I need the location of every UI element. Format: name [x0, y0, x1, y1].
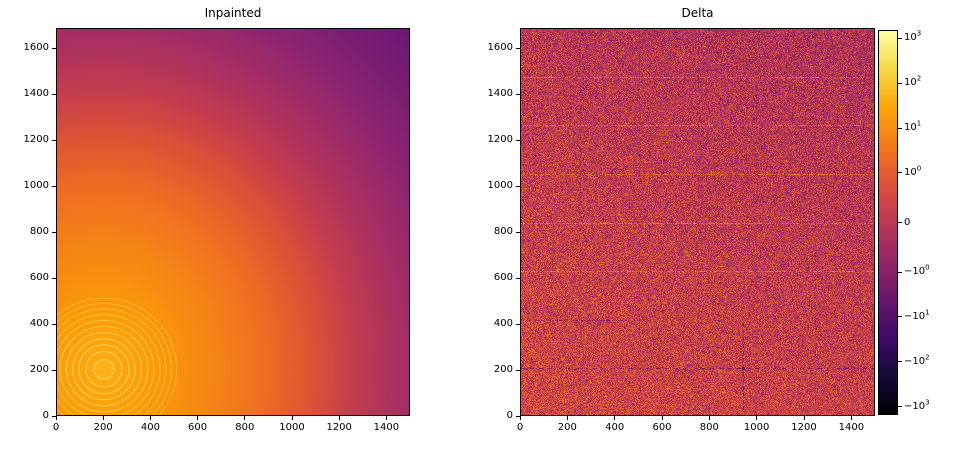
y-tick-label: 400	[493, 318, 513, 329]
colorbar-tick-mark	[898, 361, 902, 363]
y-tick-mark	[516, 277, 520, 279]
y-tick-label: 600	[29, 272, 49, 283]
x-tick-mark	[803, 416, 805, 420]
colorbar-tick-label: 100	[904, 164, 922, 178]
y-tick-label: 200	[493, 364, 513, 375]
x-tick-mark	[338, 416, 340, 420]
colorbar-tick-mark	[898, 172, 902, 174]
y-tick-mark	[52, 185, 56, 187]
x-tick-label: 1200	[326, 422, 352, 433]
x-tick-mark	[244, 416, 246, 420]
y-tick-mark	[52, 93, 56, 95]
y-tick-mark	[516, 139, 520, 141]
y-tick-mark	[52, 231, 56, 233]
colorbar-tick-mark	[898, 406, 902, 408]
y-tick-label: 1600	[487, 42, 513, 53]
x-tick-mark	[566, 416, 568, 420]
colorbar-tick-mark	[898, 316, 902, 318]
x-tick-mark	[102, 416, 104, 420]
y-tick-label: 0	[506, 410, 513, 421]
y-tick-mark	[516, 93, 520, 95]
x-tick-mark	[291, 416, 293, 420]
delta-heatmap	[521, 29, 874, 415]
x-tick-mark	[850, 416, 852, 420]
x-tick-mark	[708, 416, 710, 420]
colorbar-tick-mark	[898, 37, 902, 39]
y-tick-mark	[52, 139, 56, 141]
x-tick-label: 1400	[373, 422, 400, 433]
y-tick-mark	[52, 277, 56, 279]
y-tick-label: 1400	[487, 88, 513, 99]
y-tick-mark	[516, 47, 520, 49]
colorbar-tick-label: 101	[904, 119, 922, 134]
colorbar-tick-label: 0	[904, 216, 911, 228]
x-tick-label: 200	[557, 422, 577, 433]
y-tick-label: 0	[42, 410, 49, 421]
y-tick-mark	[516, 231, 520, 233]
x-tick-label: 1400	[838, 422, 865, 433]
y-tick-label: 800	[29, 226, 49, 237]
y-tick-label: 1400	[23, 88, 49, 99]
left-plot-title: Inpainted	[204, 6, 262, 20]
x-tick-label: 1200	[791, 422, 817, 433]
colorbar-tick-label: −103	[904, 398, 930, 412]
colorbar	[878, 30, 898, 415]
y-tick-label: 1000	[487, 180, 513, 191]
x-tick-mark	[519, 416, 521, 420]
y-tick-mark	[52, 323, 56, 325]
colorbar-tick-mark	[898, 82, 902, 84]
x-tick-label: 0	[516, 422, 524, 433]
colorbar-tick-mark	[898, 222, 902, 223]
x-tick-label: 200	[93, 422, 113, 433]
x-tick-mark	[149, 416, 151, 420]
x-tick-mark	[661, 416, 663, 420]
colorbar-tick-label: −102	[904, 353, 930, 367]
inpainted-plot	[56, 28, 410, 416]
x-tick-label: 400	[140, 422, 160, 433]
inpainted-heatmap	[57, 29, 409, 415]
y-tick-label: 1200	[23, 134, 49, 145]
x-tick-mark	[756, 416, 758, 420]
colorbar-tick-label: −100	[904, 263, 930, 278]
y-tick-mark	[516, 323, 520, 325]
x-tick-mark	[55, 416, 57, 420]
colorbar-tick-label: 103	[904, 29, 922, 44]
x-tick-label: 1000	[743, 422, 770, 433]
x-tick-label: 1000	[279, 422, 305, 433]
delta-plot	[520, 28, 875, 416]
x-tick-label: 800	[235, 422, 255, 433]
y-tick-label: 600	[493, 272, 513, 283]
y-tick-label: 400	[29, 318, 49, 329]
colorbar-tick-label: −101	[904, 308, 930, 322]
y-tick-label: 1000	[23, 180, 49, 191]
x-tick-label: 800	[699, 422, 719, 433]
right-plot-title: Delta	[681, 6, 714, 20]
y-tick-mark	[516, 185, 520, 187]
y-tick-mark	[52, 415, 56, 417]
x-tick-label: 600	[188, 422, 208, 433]
y-tick-label: 200	[29, 364, 49, 375]
colorbar-tick-label: 102	[904, 74, 922, 89]
y-tick-mark	[516, 415, 520, 417]
x-tick-label: 600	[652, 422, 672, 433]
y-tick-label: 800	[493, 226, 513, 237]
x-tick-mark	[197, 416, 199, 420]
y-tick-label: 1200	[487, 134, 513, 145]
x-tick-mark	[614, 416, 616, 420]
y-tick-label: 1600	[23, 42, 49, 53]
y-tick-mark	[516, 369, 520, 371]
x-tick-label: 400	[605, 422, 625, 433]
y-tick-mark	[52, 369, 56, 371]
y-tick-mark	[52, 47, 56, 49]
x-tick-label: 0	[52, 422, 60, 433]
colorbar-tick-mark	[898, 127, 902, 129]
ripple-rings-overlay	[57, 297, 178, 415]
colorbar-tick-mark	[898, 271, 902, 273]
x-tick-mark	[385, 416, 387, 420]
